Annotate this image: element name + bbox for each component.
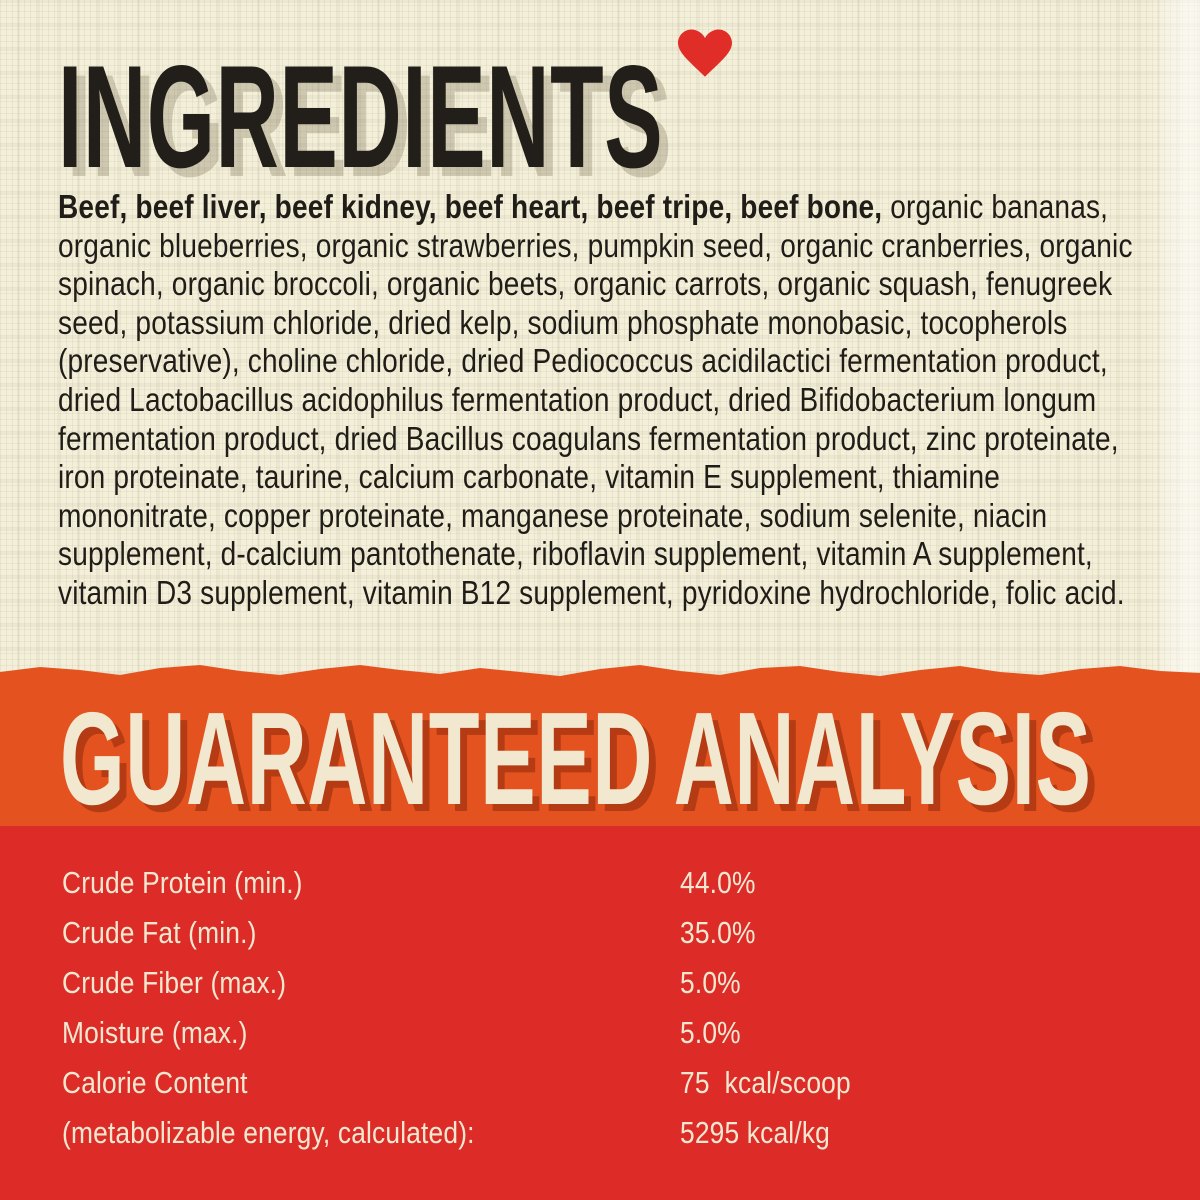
table-row: (metabolizable energy, calculated): 5295… (62, 1108, 1162, 1158)
analysis-section: Crude Protein (min.) 44.0% Crude Fat (mi… (0, 826, 1200, 1200)
burlap-edge-highlight (1148, 0, 1200, 672)
row-value: 5.0% (680, 965, 741, 1000)
table-row: Moisture (max.) 5.0% (62, 1008, 1162, 1058)
row-value: 75 kcal/scoop (680, 1065, 851, 1100)
ingredients-primary-list: Beef, beef liver, beef kidney, beef hear… (58, 188, 883, 225)
row-label: Crude Fiber (max.) (62, 965, 287, 1000)
analysis-table: Crude Protein (min.) 44.0% Crude Fat (mi… (62, 858, 1162, 1158)
row-label: Moisture (max.) (62, 1015, 248, 1050)
guaranteed-analysis-title: GUARANTEED ANALYSIS (60, 685, 1092, 832)
row-value: 5295 kcal/kg (680, 1115, 830, 1150)
ingredients-text: Beef, beef liver, beef kidney, beef hear… (58, 188, 1141, 613)
row-label: Crude Fat (min.) (62, 915, 257, 950)
row-value: 35.0% (680, 915, 756, 950)
heart-icon (678, 26, 732, 82)
table-row: Crude Fiber (max.) 5.0% (62, 958, 1162, 1008)
guaranteed-analysis-banner: GUARANTEED ANALYSIS (0, 665, 1200, 847)
ingredients-secondary-list: organic bananas, organic blueberries, or… (58, 188, 1133, 611)
row-value: 5.0% (680, 1015, 741, 1050)
row-label: Calorie Content (62, 1065, 248, 1100)
row-value: 44.0% (680, 865, 756, 900)
row-label: (metabolizable energy, calculated): (62, 1115, 475, 1150)
ingredients-title: INGREDIENTS (58, 35, 664, 198)
table-row: Calorie Content 75 kcal/scoop (62, 1058, 1162, 1108)
table-row: Crude Protein (min.) 44.0% (62, 858, 1162, 908)
table-row: Crude Fat (min.) 35.0% (62, 908, 1162, 958)
row-label: Crude Protein (min.) (62, 865, 303, 900)
